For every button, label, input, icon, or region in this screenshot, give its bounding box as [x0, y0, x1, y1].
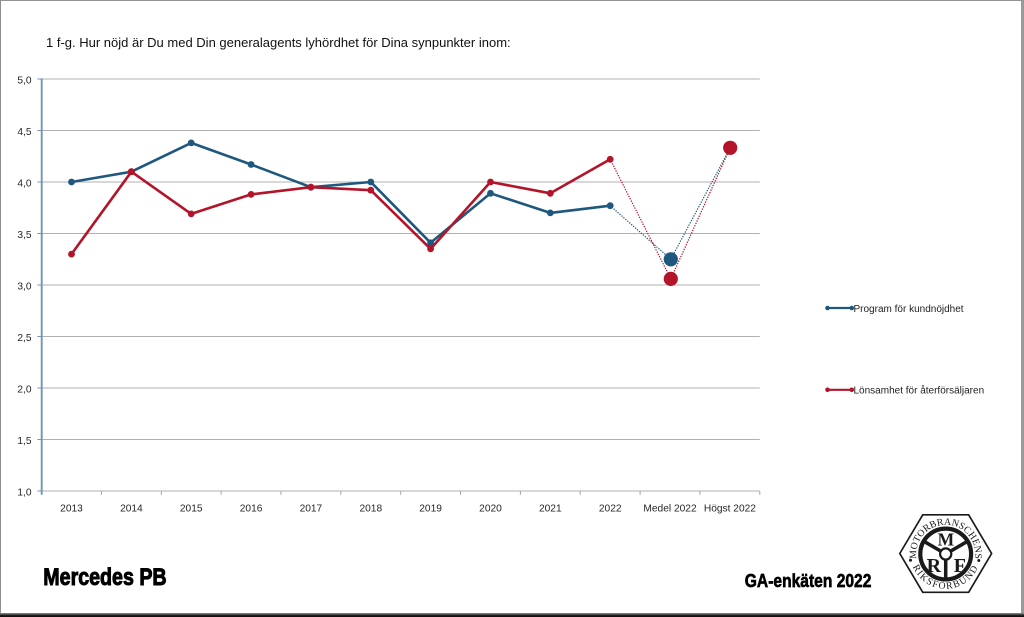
svg-text:2022: 2022	[599, 504, 622, 515]
svg-text:2,0: 2,0	[17, 384, 31, 395]
svg-text:2,5: 2,5	[17, 333, 31, 344]
svg-text:R: R	[927, 555, 942, 577]
svg-text:Mercedes PB: Mercedes PB	[43, 564, 166, 591]
svg-text:F: F	[954, 555, 966, 577]
svg-text:3,5: 3,5	[17, 230, 31, 241]
svg-text:4,0: 4,0	[17, 178, 31, 189]
svg-text:2013: 2013	[60, 504, 83, 515]
svg-text:2020: 2020	[479, 504, 502, 515]
svg-text:Program för kundnöjdhet: Program för kundnöjdhet	[854, 304, 964, 315]
svg-text:5,0: 5,0	[17, 75, 31, 86]
svg-text:2017: 2017	[300, 504, 323, 515]
svg-text:1,0: 1,0	[17, 487, 31, 498]
svg-text:2019: 2019	[419, 504, 442, 515]
svg-text:1 f-g. Hur nöjd är Du med Din: 1 f-g. Hur nöjd är Du med Din generalage…	[46, 35, 511, 50]
svg-text:4,5: 4,5	[17, 127, 31, 138]
svg-text:2016: 2016	[240, 504, 263, 515]
svg-text:2014: 2014	[120, 504, 143, 515]
svg-text:Medel 2022: Medel 2022	[643, 504, 697, 515]
svg-text:M: M	[938, 529, 955, 549]
svg-text:3,0: 3,0	[17, 281, 31, 292]
svg-text:Högst 2022: Högst 2022	[704, 504, 756, 515]
svg-text:2018: 2018	[359, 504, 382, 515]
svg-text:2021: 2021	[539, 504, 562, 515]
svg-text:GA-enkäten 2022: GA-enkäten 2022	[745, 570, 872, 591]
svg-text:2015: 2015	[180, 504, 203, 515]
svg-text:1,5: 1,5	[17, 436, 31, 447]
svg-text:Lönsamhet för återförsäljaren: Lönsamhet för återförsäljaren	[854, 385, 985, 397]
